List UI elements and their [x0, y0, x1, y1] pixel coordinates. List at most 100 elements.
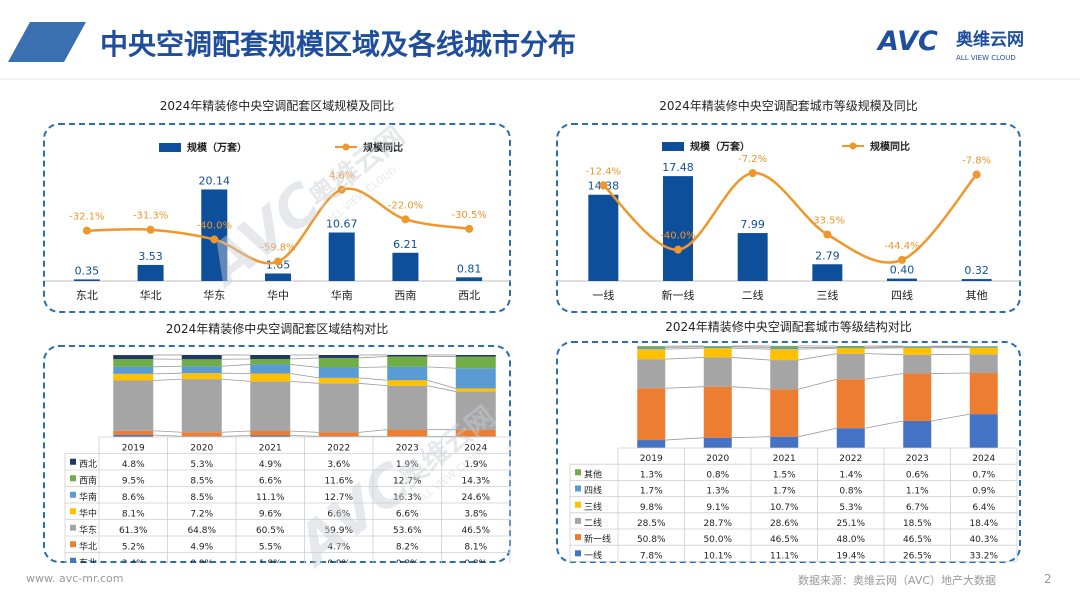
table-cell-value: 0.8%: [464, 559, 487, 563]
table-cell-value: 4.7%: [327, 543, 350, 553]
stack-segment-华东: [113, 380, 154, 431]
category-tick-label: 二线: [742, 288, 764, 302]
bar-value-label: 3.53: [138, 250, 163, 263]
stack-segment-一线: [770, 436, 799, 448]
city-tier-structure-panel: [556, 341, 1021, 563]
stack-connector: [665, 437, 704, 441]
yoy-marker-1: [146, 225, 155, 234]
table-cell-value: 0.9%: [190, 559, 213, 563]
table-cell-value: 0.8%: [839, 487, 862, 497]
stack-segment-三线: [703, 348, 732, 358]
stack-segment-华东: [455, 391, 496, 430]
table-cell-value: 1.5%: [773, 470, 796, 480]
category-tick-label: 新一线: [662, 288, 695, 302]
stack-segment-其他: [703, 346, 732, 347]
category-tick-label: 其他: [966, 289, 988, 302]
bar-value-label: 7.99: [740, 218, 765, 231]
table-cell-value: 8.1%: [122, 510, 145, 520]
stack-segment-二线: [836, 353, 865, 380]
page-title: 中央空调配套规模区域及各线城市分布: [100, 28, 576, 61]
bar-value-label: 0.81: [457, 262, 482, 275]
stack-segment-新一线: [903, 373, 932, 421]
stack-segment-四线: [836, 347, 865, 349]
legend-swatch-四线: [575, 485, 581, 492]
year-tick-label: 2023: [396, 444, 419, 454]
table-cell-value: 3.8%: [464, 510, 487, 520]
stack-segment-华东: [181, 379, 222, 433]
table-cell-value: 8.6%: [122, 493, 145, 503]
stack-connector: [358, 382, 388, 387]
stack-segment-三线: [969, 347, 998, 355]
category-tick-label: 一线: [592, 288, 614, 302]
table-cell-value: 0.9%: [972, 487, 995, 497]
series-name-label: 华中: [79, 508, 97, 520]
legend-swatch-华中: [70, 508, 76, 515]
stack-segment-二线: [903, 354, 932, 374]
stack-segment-四线: [770, 347, 799, 350]
stack-segment-西北: [250, 355, 291, 360]
stack-segment-西南: [250, 359, 291, 365]
table-cell-value: 40.3%: [969, 535, 998, 545]
yoy-value-label: 4.6%: [329, 171, 354, 182]
yoy-marker-6: [465, 224, 474, 233]
stack-segment-四线: [969, 346, 998, 348]
stack-segment-新一线: [969, 373, 998, 415]
stack-connector: [153, 378, 182, 381]
bar-value-label: 0.40: [890, 264, 915, 277]
bar-5: [961, 279, 992, 281]
series-name-label: 四线: [584, 485, 602, 497]
bar-6: [456, 277, 483, 281]
stack-segment-西北: [181, 354, 222, 360]
stack-segment-华南: [455, 368, 496, 389]
legend-bar-swatch: [662, 142, 684, 151]
legend-swatch-三线: [575, 501, 581, 508]
year-tick-label: 2020: [190, 444, 213, 454]
bar-1: [663, 176, 693, 281]
yoy-marker-0: [599, 181, 608, 190]
yoy-marker-2: [210, 235, 219, 244]
table-cell-value: 61.3%: [119, 526, 148, 536]
stack-segment-东北: [113, 435, 154, 437]
series-name-label: 华东: [79, 524, 97, 536]
legend-swatch-其他: [575, 469, 581, 476]
legend-swatch-西北: [70, 458, 76, 465]
yoy-value-label: -7.8%: [962, 156, 991, 167]
stack-connector: [864, 353, 904, 356]
table-cell-value: 26.5%: [903, 551, 932, 561]
table-cell-value: 6.7%: [906, 503, 929, 513]
stack-segment-华中: [455, 388, 496, 392]
stack-connector: [798, 347, 837, 350]
stack-segment-其他: [969, 346, 998, 347]
page-number: 2: [1044, 572, 1052, 586]
table-cell-value: 53.6%: [393, 526, 422, 536]
table-cell-value: 11.6%: [324, 477, 353, 487]
watermark-bottom: AVC 奥维云网 ALL VIEW CLOUD: [282, 400, 501, 570]
table-cell-value: 4.8%: [122, 460, 145, 470]
table-cell-value: 11.1%: [256, 493, 285, 503]
table-cell-value: 28.5%: [637, 519, 666, 529]
table-cell-value: 24.6%: [461, 493, 490, 503]
stack-segment-新一线: [770, 389, 799, 437]
table-cell-value: 18.5%: [903, 519, 932, 529]
bar-value-label: 17.48: [662, 161, 694, 174]
table-cell-value: 5.3%: [190, 460, 213, 470]
yoy-value-label: -33.5%: [810, 216, 845, 227]
yoy-value-label: -40.0%: [660, 231, 695, 242]
legend-swatch-华东: [70, 524, 76, 531]
stack-segment-新一线: [637, 388, 666, 441]
table-cell-value: 7.2%: [190, 510, 213, 520]
table-cell-value: 5.5%: [259, 543, 282, 553]
table-cell-value: 9.1%: [706, 503, 729, 513]
stack-segment-新一线: [703, 386, 732, 438]
table-cell-value: 12.7%: [393, 477, 422, 487]
stack-connector: [290, 357, 319, 360]
city-tier-scale-panel: [556, 123, 1021, 313]
stack-connector: [221, 435, 251, 437]
table-cell-value: 1.7%: [773, 487, 796, 497]
yoy-value-label: -22.0%: [388, 200, 423, 211]
stack-segment-三线: [637, 349, 666, 360]
series-name-label: 华南: [79, 491, 97, 503]
stack-segment-华中: [387, 380, 428, 386]
table-cell-value: 33.2%: [969, 551, 998, 561]
stack-segment-二线: [703, 357, 732, 387]
